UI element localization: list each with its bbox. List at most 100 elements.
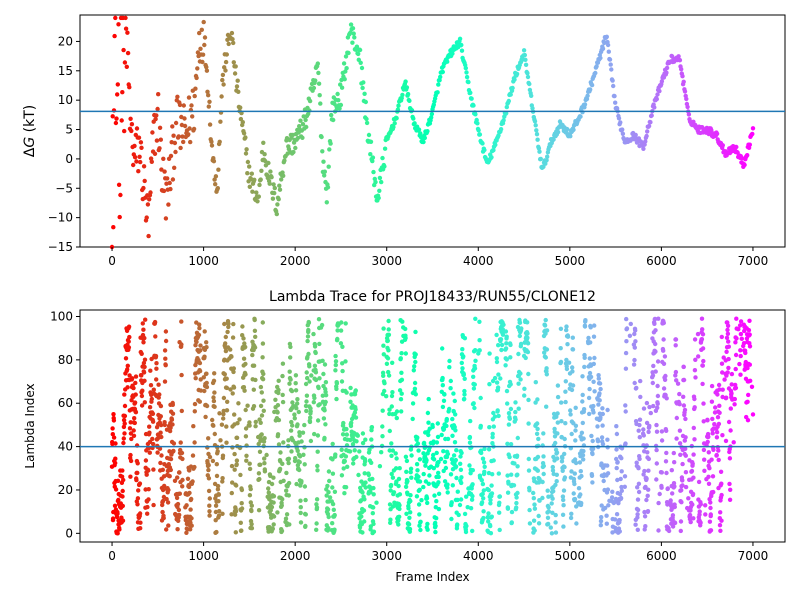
bottom-data-point — [137, 481, 143, 486]
bottom-data-point — [641, 433, 646, 438]
bottom-data-point — [518, 341, 524, 347]
bottom-data-point — [215, 449, 220, 454]
bottom-data-point — [166, 523, 171, 528]
top-data-point — [376, 195, 381, 201]
bottom-data-point — [350, 442, 356, 447]
top-data-point — [192, 93, 197, 99]
bottom-data-point — [560, 512, 566, 517]
top-data-point — [145, 202, 151, 207]
top-data-point — [255, 199, 260, 204]
bottom-data-point — [166, 487, 171, 493]
top-data-point — [300, 135, 305, 140]
bottom-data-point — [251, 363, 257, 368]
bottom-data-point — [495, 385, 501, 390]
top-data-point — [162, 169, 167, 174]
bottom-data-point — [572, 471, 577, 476]
top-data-point — [307, 98, 313, 104]
top-data-point — [215, 186, 220, 191]
bottom-data-point — [734, 316, 739, 321]
top-data-point — [150, 130, 155, 135]
bottom-data-point — [436, 470, 441, 476]
bottom-data-point — [573, 428, 578, 433]
bottom-data-point — [587, 370, 593, 376]
bottom-data-point — [111, 418, 117, 423]
top-data-point — [313, 78, 318, 83]
top-data-point — [604, 34, 609, 39]
bottom-data-point — [472, 405, 477, 411]
bottom-data-point — [308, 415, 313, 420]
bottom-data-point — [623, 409, 628, 414]
bottom-data-point — [590, 451, 595, 457]
top-data-point — [121, 47, 126, 53]
bottom-data-point — [450, 416, 455, 422]
bottom-data-point — [504, 357, 509, 362]
top-data-point — [357, 47, 363, 53]
bottom-data-point — [537, 498, 542, 503]
top-data-point — [321, 159, 326, 164]
bottom-data-point — [700, 332, 706, 337]
top-data-point — [750, 131, 755, 137]
bottom-data-point — [302, 462, 307, 467]
bottom-data-point — [646, 487, 651, 492]
top-data-point — [213, 182, 218, 187]
bottom-data-point — [160, 487, 166, 493]
bottom-data-point — [142, 364, 147, 370]
bottom-data-point — [507, 454, 512, 460]
top-data-point — [195, 66, 200, 71]
bottom-data-point — [139, 403, 145, 408]
top-data-point — [578, 114, 583, 119]
bottom-data-point — [140, 321, 145, 326]
top-data-point — [168, 153, 174, 159]
bottom-data-point — [444, 416, 449, 422]
top-data-point — [350, 26, 356, 31]
top-y-tick-label: 5 — [65, 123, 73, 137]
bottom-data-point — [578, 492, 583, 497]
bottom-data-point — [489, 491, 495, 496]
top-data-point — [218, 119, 223, 124]
bottom-data-point — [332, 527, 337, 532]
bottom-data-point — [636, 428, 641, 433]
bottom-data-point — [588, 340, 593, 345]
top-data-point — [231, 60, 236, 65]
bottom-data-point — [661, 320, 666, 326]
top-data-point — [339, 85, 345, 90]
top-data-point — [618, 120, 623, 125]
bottom-data-point — [381, 352, 386, 357]
bottom-data-point — [551, 454, 556, 460]
bottom-data-point — [532, 506, 538, 511]
bottom-data-point — [126, 345, 132, 350]
bottom-data-point — [151, 467, 156, 472]
top-x-ticks: 0 1000 2000 3000 4000 5000 6000 7000 — [108, 247, 768, 268]
bottom-data-point — [113, 460, 118, 466]
bottom-data-point — [279, 528, 285, 534]
bottom-data-point — [403, 454, 409, 459]
bottom-data-point — [322, 408, 327, 413]
bottom-data-point — [115, 511, 120, 516]
bottom-data-point — [223, 348, 229, 354]
bottom-y-axis-label: Lambda Index — [23, 383, 37, 468]
bottom-data-point — [558, 346, 563, 351]
top-data-point — [276, 197, 281, 202]
bottom-data-point — [387, 428, 392, 434]
bottom-data-point — [222, 372, 227, 377]
bottom-data-point — [490, 431, 495, 437]
bottom-data-point — [727, 481, 732, 487]
bottom-data-point — [147, 439, 153, 445]
top-data-point — [211, 159, 217, 164]
bottom-data-point — [516, 351, 521, 357]
bottom-data-point — [433, 523, 438, 529]
top-data-point — [538, 156, 543, 162]
bottom-data-point — [184, 503, 189, 508]
top-x-tick-label: 1000 — [188, 254, 219, 268]
bottom-data-point — [159, 453, 164, 458]
bottom-data-point — [303, 381, 309, 387]
top-data-point — [328, 141, 333, 146]
bottom-data-point — [680, 478, 685, 483]
bottom-data-point — [571, 491, 576, 496]
bottom-data-point — [497, 494, 503, 499]
bottom-data-point — [500, 332, 506, 337]
bottom-data-point — [312, 395, 317, 401]
bottom-data-point — [176, 507, 182, 513]
bottom-data-point — [215, 483, 221, 489]
bottom-data-point — [165, 500, 171, 505]
